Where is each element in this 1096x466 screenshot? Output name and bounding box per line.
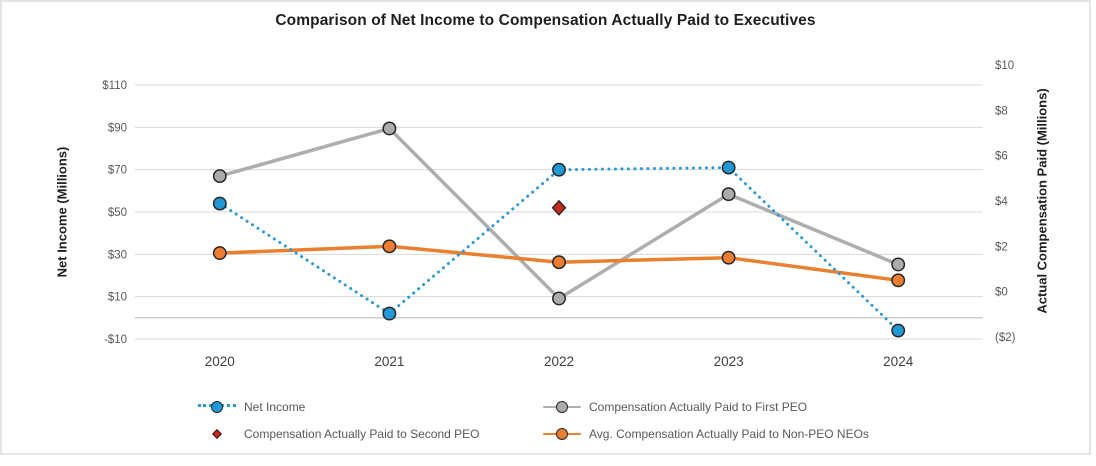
x-axis-category-label: 2021 xyxy=(374,354,404,369)
left-axis-tick-label: $110 xyxy=(102,80,127,92)
right-axis-tick-label: $2 xyxy=(995,241,1008,253)
chart-title: Comparison of Net Income to Compensation… xyxy=(275,12,816,29)
left-axis-tick-label: $50 xyxy=(108,207,127,219)
data-point-marker-0-2022 xyxy=(552,162,566,177)
data-point-marker-0-2021 xyxy=(382,306,397,321)
data-point-marker-1-2024 xyxy=(891,257,906,272)
data-point-marker-1-2020 xyxy=(212,169,227,184)
legend-item-second-peo: Compensation Actually Paid to Second PEO xyxy=(198,426,479,442)
data-point-marker-1-2021 xyxy=(382,121,397,136)
x-axis-category-label: 2022 xyxy=(544,354,574,369)
data-point-marker-0-2020 xyxy=(212,196,227,211)
data-point-marker-3-2024 xyxy=(891,273,906,288)
data-point-marker-3-2022 xyxy=(552,255,566,270)
data-point-marker-0-2023 xyxy=(721,160,736,175)
left-axis-tick-label: $30 xyxy=(108,249,127,261)
data-point-marker-2-2022 xyxy=(551,199,567,216)
data-point-marker-1-2022 xyxy=(552,291,566,306)
data-point-marker-3-2020 xyxy=(212,246,227,261)
legend-item-net-income: Net Income xyxy=(198,399,305,415)
x-axis-category-label: 2020 xyxy=(205,354,235,369)
right-axis-tick-label: ($2) xyxy=(995,332,1016,344)
legend-label-non-peo-neos: Avg. Compensation Actually Paid to Non-P… xyxy=(589,427,869,441)
x-axis-category-label: 2023 xyxy=(714,354,744,369)
legend-label-first-peo: Compensation Actually Paid to First PEO xyxy=(589,400,808,414)
left-axis-tick-label: $10 xyxy=(108,292,127,304)
left-axis-tick-label: $90 xyxy=(108,122,127,134)
non-peo-neos-legend-marker-icon xyxy=(543,427,581,441)
second-peo-legend-marker-icon xyxy=(198,427,236,441)
legend-label-net-income: Net Income xyxy=(244,400,306,414)
legend-item-non-peo-neos: Avg. Compensation Actually Paid to Non-P… xyxy=(543,426,869,442)
net-income-legend-marker-icon xyxy=(198,400,236,414)
left-axis-tick-label: $70 xyxy=(108,165,127,177)
data-point-marker-1-2023 xyxy=(721,187,736,202)
legend-label-second-peo: Compensation Actually Paid to Second PEO xyxy=(244,427,480,441)
data-point-marker-3-2021 xyxy=(382,239,397,254)
first-peo-legend-marker-icon xyxy=(543,400,581,414)
x-axis-category-label: 2024 xyxy=(883,354,914,369)
right-axis-tick-label: $6 xyxy=(995,151,1008,163)
legend-item-first-peo: Compensation Actually Paid to First PEO xyxy=(543,399,807,415)
chart-card xyxy=(0,0,1091,455)
right-axis-tick-label: $0 xyxy=(995,287,1008,299)
left-axis-tick-label: -$10 xyxy=(104,334,127,346)
right-axis-tick-label: $4 xyxy=(995,196,1008,208)
data-point-marker-0-2024 xyxy=(891,323,906,338)
right-axis-tick-label: $10 xyxy=(995,60,1014,72)
data-point-marker-3-2023 xyxy=(721,250,736,265)
right-axis-tick-label: $8 xyxy=(995,105,1008,117)
